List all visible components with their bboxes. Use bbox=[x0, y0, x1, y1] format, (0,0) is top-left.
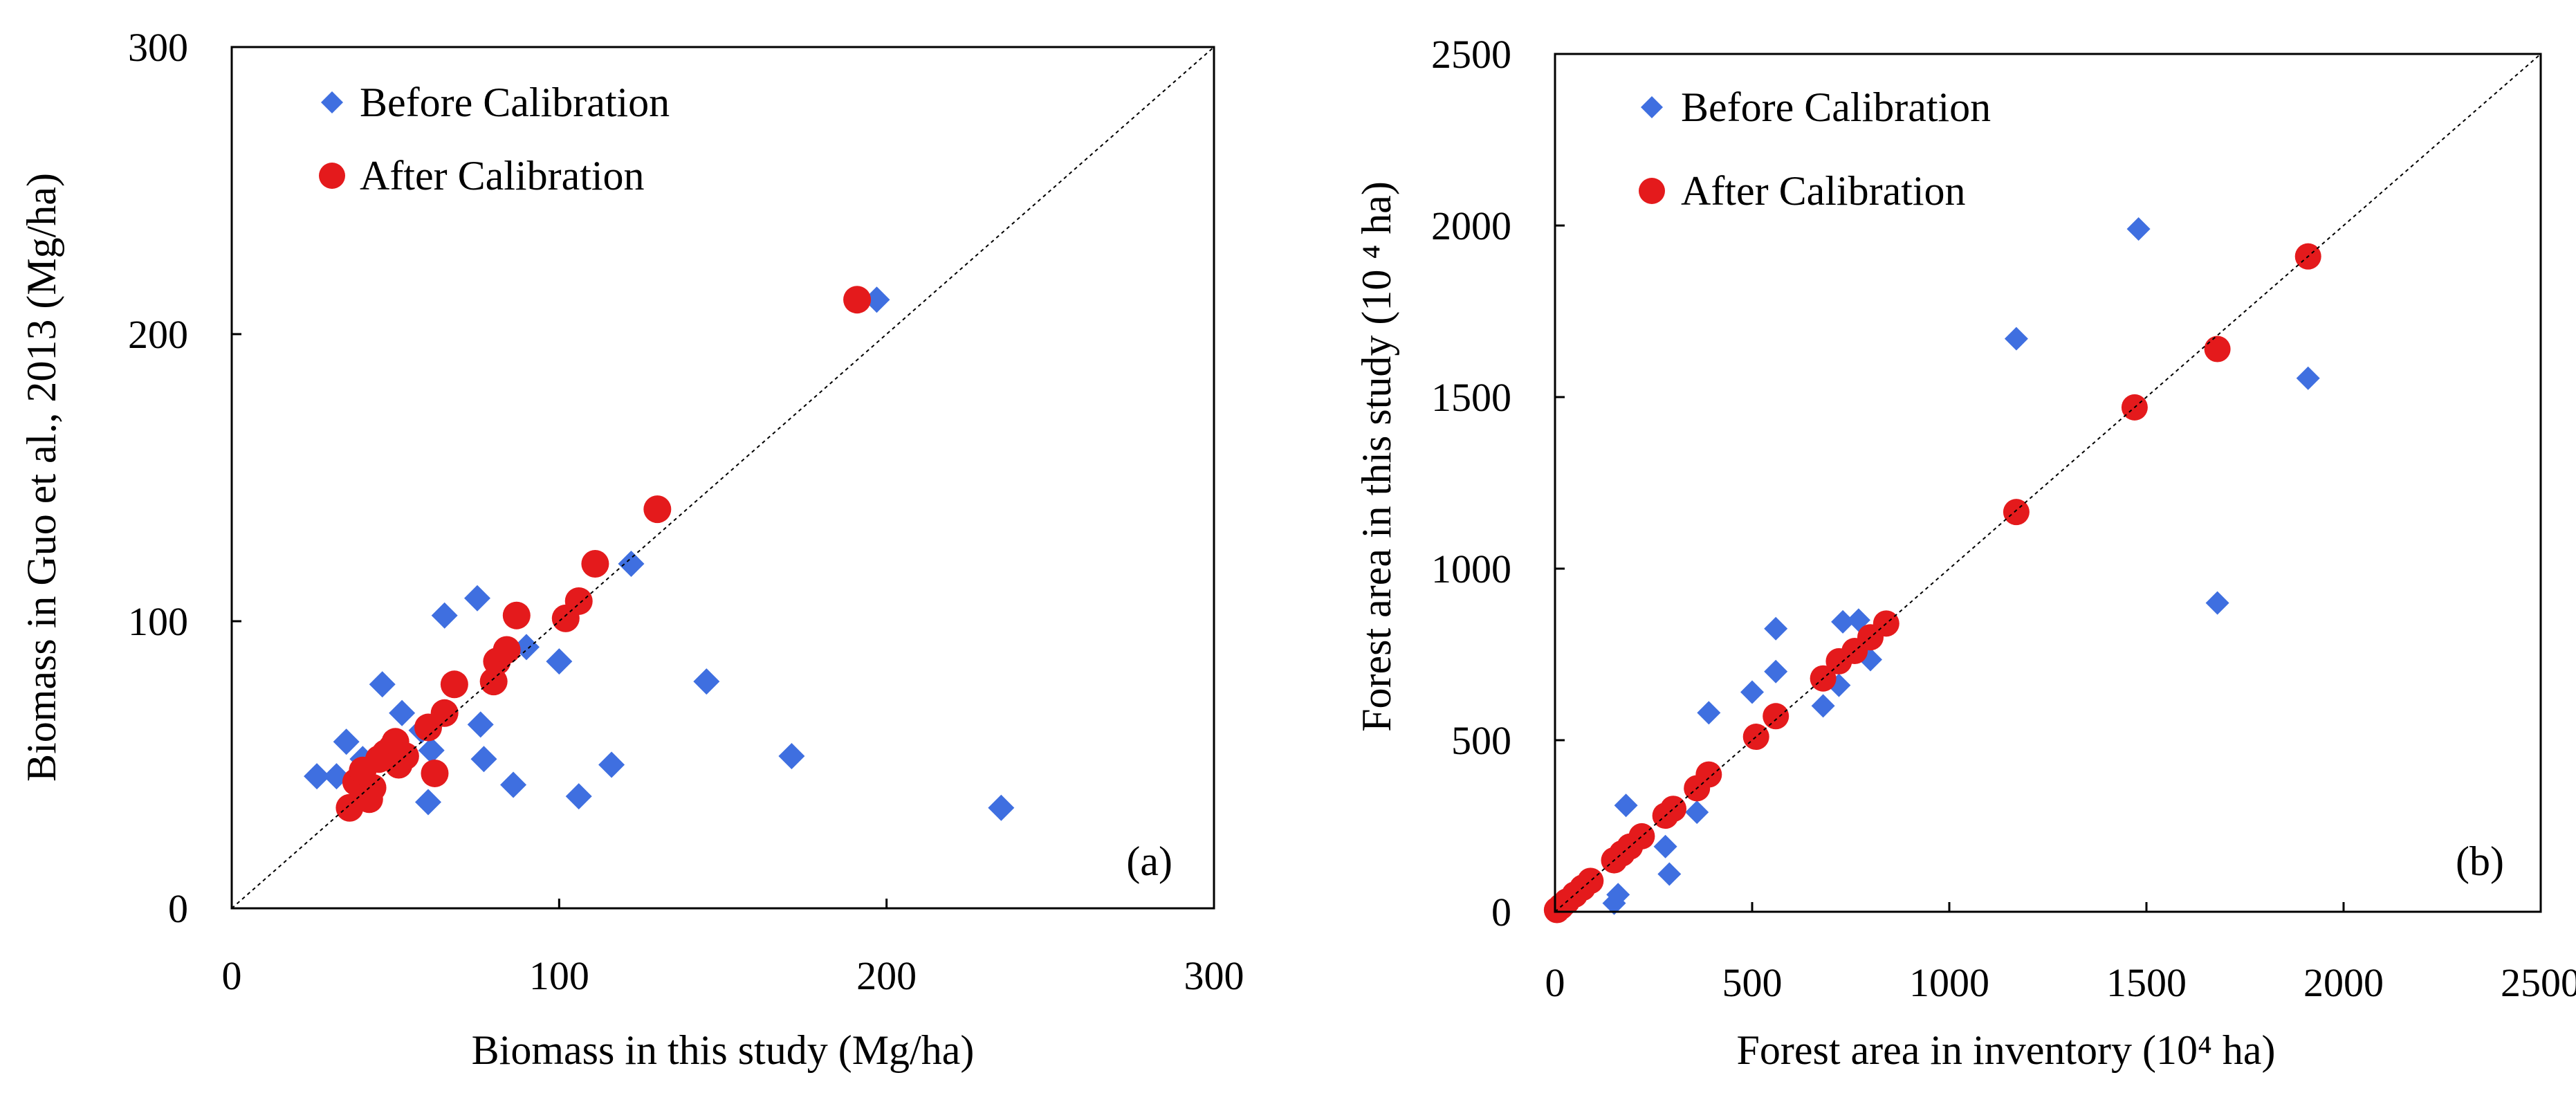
panel-b-x-tick-label: 2000 bbox=[2303, 960, 2384, 1005]
panel-b-after-calibration-point bbox=[2204, 336, 2231, 362]
panel-a-before-calibration-point bbox=[415, 789, 441, 816]
panel-a-before-calibration-point bbox=[863, 286, 890, 313]
panel-a-x-tick-label: 100 bbox=[529, 953, 589, 998]
panel-a-legend-before-label: Before Calibration bbox=[360, 80, 670, 125]
panel-a-x-tick-label: 300 bbox=[1184, 953, 1244, 998]
panel-a-before-calibration-point bbox=[988, 794, 1015, 821]
panel-b-x-tick-label: 1000 bbox=[1909, 960, 1989, 1005]
panel-a-before-calibration-point bbox=[546, 648, 573, 675]
panel-a-x-axis-title: Biomass in this study (Mg/ha) bbox=[472, 1027, 975, 1073]
panel-b-y-tick-label: 2500 bbox=[1431, 32, 1511, 77]
panel-b-x-tick-label: 0 bbox=[1545, 960, 1565, 1005]
panel-b-after-calibration-point bbox=[1763, 703, 1790, 730]
panel-a-before-calibration-point bbox=[464, 585, 490, 612]
panel-a-after-calibration-point bbox=[358, 773, 387, 802]
panel-a-legend-after-marker bbox=[319, 163, 345, 189]
panel-a-after-calibration-point bbox=[502, 601, 531, 630]
panel-b-x-tick-label: 1500 bbox=[2106, 960, 2187, 1005]
panel-a-y-tick-label: 0 bbox=[168, 886, 188, 931]
panel-b-before-calibration-point bbox=[1657, 862, 1682, 886]
panel-b-before-calibration-point bbox=[1653, 834, 1677, 858]
panel-b-y-axis-title: Forest area in this study (10 ⁴ ha) bbox=[1354, 181, 1399, 732]
panel-b-one-to-one-line bbox=[1554, 53, 2541, 912]
panel-a-after-calibration-point bbox=[843, 286, 872, 314]
panel-a-after-calibration-point bbox=[421, 759, 449, 787]
panel-a-before-calibration-point bbox=[304, 763, 331, 790]
panel-a-y-axis-title: Biomass in Guo et al., 2013 (Mg/ha) bbox=[19, 173, 64, 782]
panel-b-after-calibration-point bbox=[2003, 499, 2030, 526]
panel-b-before-calibration-point bbox=[1614, 793, 1638, 818]
panel-b-y-tick-label: 0 bbox=[1491, 890, 1511, 935]
panel-a-before-calibration-point bbox=[470, 746, 497, 773]
panel-b-before-calibration-point bbox=[1697, 701, 1721, 725]
panel-a-after-calibration-point bbox=[643, 495, 672, 524]
panel-a-before-calibration-point bbox=[565, 783, 592, 810]
panel-b-after-calibration-point bbox=[1628, 823, 1655, 850]
panel-a-plot-frame bbox=[230, 46, 1215, 910]
panel-a-after-calibration-point bbox=[564, 587, 593, 615]
panel-a-label: (a) bbox=[1126, 838, 1172, 884]
panel-a-legend-after-label: After Calibration bbox=[360, 153, 645, 199]
panel-b-label: (b) bbox=[2456, 838, 2504, 884]
panel-b-before-calibration-point bbox=[1740, 680, 1764, 704]
panel-a-after-calibration-point bbox=[430, 699, 459, 727]
panel-a-before-calibration-point bbox=[500, 771, 527, 798]
panel-b-legend-after-marker bbox=[1639, 178, 1665, 204]
panel-a-y-tick-label: 200 bbox=[128, 312, 188, 357]
panel-a-before-calibration-point bbox=[778, 743, 805, 770]
panel-b-before-calibration-point bbox=[2004, 327, 2028, 351]
panel-b-legend-after-label: After Calibration bbox=[1681, 168, 1966, 214]
panel-b-x-axis-title: Forest area in inventory (10⁴ ha) bbox=[1736, 1027, 2275, 1073]
panel-b-legend-before-marker bbox=[1641, 96, 1663, 118]
panel-a-before-calibration-point bbox=[598, 751, 625, 778]
panel-b-before-calibration-point bbox=[2296, 366, 2320, 390]
panel-a-chart: 0 100 200 300 0 100 200 300 Before Calibration … bbox=[19, 25, 1244, 1073]
panel-a-before-calibration-point bbox=[431, 602, 458, 629]
panel-b-before-calibration-point bbox=[1831, 609, 1855, 634]
panel-b-after-calibration-point bbox=[1660, 796, 1686, 823]
panel-b-y-tick-label: 1000 bbox=[1431, 547, 1511, 591]
panel-b-before-calibration-point bbox=[1764, 659, 1788, 683]
panel-b-x-tick-label: 2500 bbox=[2501, 960, 2576, 1005]
panel-b-after-calibration-point bbox=[1742, 724, 1769, 751]
panel-b-plot-frame bbox=[1554, 53, 2542, 913]
panel-a-after-calibration-point bbox=[493, 636, 521, 664]
panel-b-x-tick-label: 500 bbox=[1722, 960, 1783, 1005]
panel-b-after-calibration-point bbox=[1577, 867, 1604, 894]
panel-b-before-calibration-point bbox=[1606, 883, 1630, 907]
panel-b-before-calibration-point bbox=[2126, 217, 2151, 241]
panel-a-legend-before-marker bbox=[321, 91, 343, 113]
panel-b-legend: Before Calibration After Calibration bbox=[1639, 84, 1991, 214]
panel-b-before-calibration-point bbox=[1685, 800, 1709, 825]
panel-a-before-calibration-point bbox=[369, 671, 396, 698]
panel-b-y-tick-label: 500 bbox=[1451, 718, 1511, 763]
panel-a-x-tick-label: 200 bbox=[856, 953, 917, 998]
panel-a-before-calibration-point bbox=[618, 551, 645, 577]
panel-a-before-calibration-point bbox=[418, 737, 445, 764]
panel-b-y-tick-label: 2000 bbox=[1431, 203, 1511, 248]
panel-a-before-calibration-point bbox=[693, 668, 720, 695]
panel-a-before-calibration-point bbox=[333, 728, 360, 755]
panel-a-one-to-one-line bbox=[231, 46, 1215, 909]
panel-b-legend-before-label: Before Calibration bbox=[1681, 84, 1991, 130]
panel-a-legend: Before Calibration After Calibration bbox=[319, 80, 670, 199]
panel-b-y-tick-label: 1500 bbox=[1431, 375, 1511, 420]
panel-a-x-tick-label: 0 bbox=[222, 953, 242, 998]
panel-a-before-calibration-point bbox=[467, 711, 494, 738]
panel-b-before-calibration-point bbox=[1811, 694, 1835, 718]
panel-b-after-calibration-point bbox=[1695, 761, 1722, 788]
panel-b-before-calibration-point bbox=[2205, 591, 2229, 615]
panel-a-y-tick-label: 100 bbox=[128, 599, 188, 644]
panel-b-before-calibration-point bbox=[1764, 616, 1788, 641]
panel-b-chart: 0 500 1000 1500 2000 2500 0 500 1000 1500 2000 2500… bbox=[1354, 32, 2576, 1073]
panel-a-after-calibration-point bbox=[581, 550, 609, 578]
panel-a-y-tick-label: 300 bbox=[128, 25, 188, 70]
panel-a-after-calibration-point bbox=[440, 670, 468, 699]
panel-a-before-calibration-point bbox=[389, 699, 416, 726]
